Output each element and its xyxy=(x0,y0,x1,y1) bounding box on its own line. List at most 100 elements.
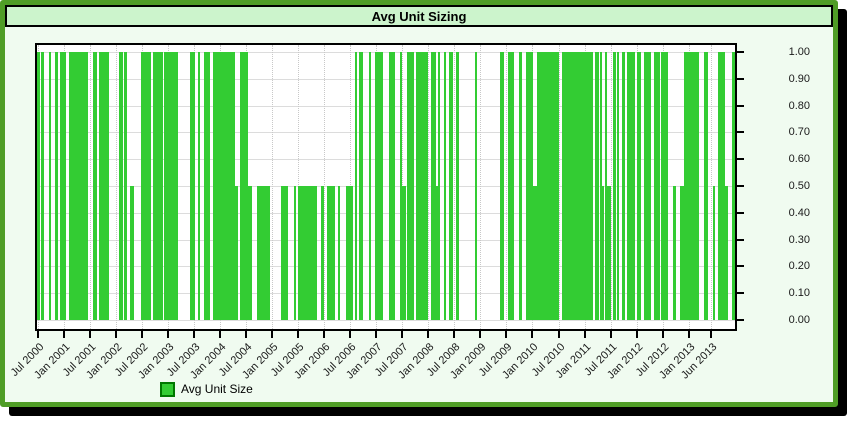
unit-size-bar xyxy=(410,52,414,320)
unit-size-bar xyxy=(156,52,159,320)
unit-size-bar xyxy=(147,52,151,320)
unit-size-bar xyxy=(222,52,225,320)
unit-size-bar xyxy=(301,186,305,320)
unit-size-bar xyxy=(636,52,641,320)
unit-size-bar xyxy=(174,52,178,320)
x-axis-tick xyxy=(531,331,534,338)
y-axis-tick xyxy=(737,158,744,161)
unit-size-bar xyxy=(243,52,248,320)
x-axis-tick xyxy=(270,331,273,338)
unit-size-bar xyxy=(547,52,551,320)
x-axis-tick xyxy=(557,331,560,338)
unit-size-bar xyxy=(203,52,207,320)
chart-title: Avg Unit Sizing xyxy=(371,8,467,24)
y-axis-label: 0.00 xyxy=(788,314,810,326)
unit-size-bar xyxy=(140,52,144,320)
unit-size-bar xyxy=(262,186,267,320)
h-gridline xyxy=(37,132,735,134)
unit-size-bar xyxy=(214,52,217,320)
unit-size-bar xyxy=(629,52,632,320)
unit-size-bar xyxy=(158,52,163,320)
unit-size-bar xyxy=(575,52,579,320)
x-axis-tick xyxy=(218,331,221,338)
unit-size-bar xyxy=(163,52,167,320)
unit-size-bar xyxy=(206,52,210,320)
x-axis-tick xyxy=(244,331,247,338)
unit-size-bar xyxy=(712,186,715,320)
unit-size-bar xyxy=(197,52,200,320)
h-gridline xyxy=(37,320,735,321)
y-axis-tick xyxy=(737,131,744,134)
unit-size-bar xyxy=(129,186,134,320)
unit-size-bar xyxy=(684,52,689,320)
unit-size-bar xyxy=(530,52,533,320)
v-gridline xyxy=(506,45,508,329)
unit-size-bar xyxy=(528,52,531,320)
unit-size-bar xyxy=(622,52,626,320)
unit-size-bar xyxy=(320,186,324,320)
unit-size-bar xyxy=(228,52,232,320)
unit-size-bar xyxy=(375,52,380,320)
unit-size-bar xyxy=(92,52,97,320)
unit-size-bar xyxy=(595,52,599,320)
unit-size-bar xyxy=(69,52,72,320)
chart-panel: Avg Unit Sizing 1.00 0.90 0.80 0.70 0.60 0.50… xyxy=(0,0,838,407)
x-axis-tick xyxy=(687,331,690,338)
h-gridline xyxy=(37,105,735,107)
unit-size-bar xyxy=(345,186,348,320)
unit-size-bar xyxy=(400,52,402,320)
h-gridline xyxy=(37,78,735,80)
unit-size-bar xyxy=(589,52,593,320)
unit-size-bar xyxy=(455,52,459,320)
unit-size-bar xyxy=(444,52,447,320)
unit-size-bar xyxy=(308,186,313,320)
unit-size-bar xyxy=(660,52,664,320)
h-gridline xyxy=(37,186,735,187)
unit-size-bar xyxy=(326,186,330,320)
v-gridline xyxy=(89,45,91,329)
h-gridline xyxy=(37,212,735,214)
unit-size-bar xyxy=(293,186,296,320)
unit-size-bar xyxy=(216,52,221,320)
unit-size-bar xyxy=(152,52,157,320)
unit-size-bar xyxy=(212,52,215,320)
unit-size-bar xyxy=(71,52,75,320)
unit-size-bar xyxy=(266,186,270,320)
unit-size-bar xyxy=(586,52,589,320)
unit-size-bar xyxy=(260,186,263,320)
y-axis-label: 0.70 xyxy=(788,126,810,139)
unit-size-bar xyxy=(692,52,696,320)
unit-size-bar xyxy=(617,52,620,320)
unit-size-bar xyxy=(600,52,603,320)
unit-size-bar xyxy=(508,52,512,320)
unit-size-bar xyxy=(663,52,666,320)
unit-size-bar xyxy=(231,52,235,320)
x-axis-tick xyxy=(88,331,91,338)
unit-size-bar xyxy=(696,52,699,320)
unit-size-bar xyxy=(393,52,396,320)
unit-size-bar xyxy=(337,186,340,320)
unit-size-bar xyxy=(717,52,721,320)
x-axis-tick xyxy=(114,331,117,338)
unit-size-bar xyxy=(407,52,410,320)
v-gridline xyxy=(271,45,273,329)
bars-layer xyxy=(37,45,735,329)
x-axis-tick xyxy=(661,331,664,338)
x-axis-tick xyxy=(609,331,612,338)
unit-size-bar xyxy=(579,52,582,320)
unit-size-bar xyxy=(80,52,85,320)
y-axis-label: 0.90 xyxy=(788,72,810,85)
unit-size-bar xyxy=(626,52,630,320)
unit-size-bar xyxy=(332,186,335,320)
unit-size-bar xyxy=(189,52,192,320)
unit-size-bar xyxy=(431,52,434,320)
y-axis-label: 0.10 xyxy=(788,287,810,300)
unit-size-bar xyxy=(554,52,559,320)
unit-size-bar xyxy=(731,52,734,320)
unit-size-bar xyxy=(536,52,541,320)
unit-size-bar xyxy=(74,52,77,320)
h-gridline xyxy=(37,52,735,53)
unit-size-bar xyxy=(62,52,66,320)
unit-size-bar xyxy=(436,186,439,320)
